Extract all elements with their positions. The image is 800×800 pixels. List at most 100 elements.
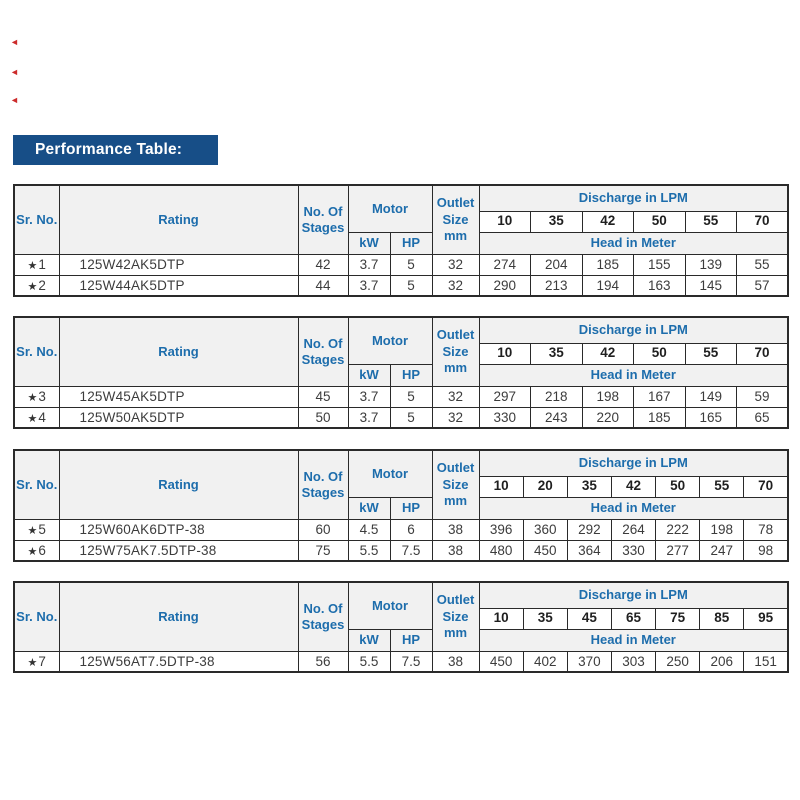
column-header-stages: No. Of Stages (297, 581, 349, 652)
sr-no-value: 7 (38, 653, 46, 669)
head-value-cell: 139 (684, 253, 738, 276)
head-value-cell: 370 (566, 650, 612, 673)
kw-cell: 4.5 (347, 518, 391, 541)
kw-cell: 3.7 (347, 274, 391, 297)
outlet-size-cell: 38 (431, 518, 480, 541)
star-icon: ★ (27, 280, 38, 293)
head-value-cell: 290 (478, 274, 532, 297)
head-value-cell: 65 (736, 406, 789, 429)
discharge-value-header: 35 (522, 607, 568, 630)
head-value-cell: 145 (684, 274, 738, 297)
hp-cell: 7.5 (389, 650, 433, 673)
head-value-cell: 274 (478, 253, 532, 276)
head-value-cell: 292 (566, 518, 612, 541)
performance-table-grid: Sr. No. Rating No. Of Stages Motor Outlet Si… (13, 316, 790, 429)
discharge-value-header: 55 (684, 342, 738, 365)
head-value-cell: 396 (478, 518, 524, 541)
stages-cell: 44 (297, 274, 349, 297)
column-header-rating: Rating (58, 316, 299, 387)
rating-cell: 125W75AK7.5DTP-38 (58, 539, 299, 562)
outlet-size-cell: 32 (431, 385, 480, 408)
discharge-value-header: 42 (610, 475, 657, 498)
head-value-cell: 480 (478, 539, 524, 562)
head-value-cell: 364 (566, 539, 612, 562)
outlet-size-cell: 32 (431, 253, 480, 276)
head-value-cell: 213 (530, 274, 583, 297)
discharge-value-header: 50 (655, 475, 701, 498)
discharge-value-header: 75 (655, 607, 701, 630)
star-icon: ★ (27, 260, 38, 272)
column-header-kw: kW (347, 628, 391, 652)
head-value-cell: 204 (530, 253, 583, 276)
star-icon: ★ (27, 392, 38, 404)
head-value-cell: 297 (478, 385, 532, 408)
head-value-cell: 151 (743, 650, 789, 673)
head-value-cell: 218 (530, 385, 583, 408)
discharge-value-header: 20 (522, 475, 568, 498)
head-value-cell: 198 (581, 385, 635, 408)
star-icon: ★ (27, 525, 38, 537)
head-value-cell: 303 (610, 650, 657, 673)
performance-table-3: Sr. No. Rating No. Of Stages Motor Outlet Si… (13, 449, 789, 562)
column-header-sr-no: Sr. No. (13, 581, 60, 652)
head-value-cell: 155 (633, 253, 686, 276)
column-header-outlet-size: Outlet Size mm (431, 581, 480, 652)
head-value-cell: 206 (699, 650, 745, 673)
head-value-cell: 165 (684, 406, 738, 429)
performance-table-grid: Sr. No. Rating No. Of Stages Motor Outlet Si… (13, 184, 790, 297)
column-header-discharge: Discharge in LPM (478, 581, 789, 609)
column-header-head-in-meter: Head in Meter (478, 231, 789, 255)
head-value-cell: 185 (581, 253, 635, 276)
column-header-rating: Rating (58, 581, 299, 652)
sr-no-cell: ★5 (13, 518, 60, 541)
sr-no-value: 5 (38, 522, 46, 537)
column-header-kw: kW (347, 496, 391, 520)
performance-table-grid: Sr. No. Rating No. Of Stages Motor Outlet Si… (13, 449, 789, 562)
table-row: ★7 125W56AT7.5DTP-38 56 5.5 7.5 38 450 402 370 30… (13, 650, 789, 673)
column-header-discharge: Discharge in LPM (478, 449, 789, 477)
sr-no-value: 1 (38, 257, 46, 272)
head-value-cell: 330 (610, 539, 657, 562)
column-header-head-in-meter: Head in Meter (478, 628, 789, 652)
column-header-motor: Motor (347, 184, 433, 233)
sr-no-cell: ★2 (13, 274, 60, 297)
column-header-rating: Rating (58, 449, 299, 520)
head-value-cell: 57 (736, 274, 789, 297)
column-header-sr-no: Sr. No. (13, 184, 60, 255)
column-header-head-in-meter: Head in Meter (478, 496, 789, 520)
head-value-cell: 243 (530, 406, 583, 429)
star-icon: ★ (27, 545, 38, 558)
sr-no-value: 3 (38, 389, 46, 404)
stages-cell: 42 (297, 253, 349, 276)
head-value-cell: 194 (581, 274, 635, 297)
discharge-value-header: 10 (478, 475, 524, 498)
head-value-cell: 277 (655, 539, 701, 562)
column-header-stages: No. Of Stages (297, 316, 349, 387)
kw-cell: 5.5 (347, 539, 391, 562)
column-header-kw: kW (347, 363, 391, 387)
column-header-kw: kW (347, 231, 391, 255)
kw-cell: 3.7 (347, 385, 391, 408)
head-value-cell: 450 (478, 650, 524, 673)
outlet-size-cell: 38 (431, 650, 480, 673)
discharge-value-header: 50 (633, 210, 686, 233)
column-header-sr-no: Sr. No. (13, 316, 60, 387)
discharge-value-header: 55 (684, 210, 738, 233)
table-row: ★3 125W45AK5DTP 45 3.7 5 32 297 218 198 167 149 59 (13, 385, 789, 408)
head-value-cell: 98 (743, 539, 789, 562)
stages-cell: 60 (297, 518, 349, 541)
column-header-sr-no: Sr. No. (13, 449, 60, 520)
discharge-value-header: 35 (530, 210, 583, 233)
rating-cell: 125W56AT7.5DTP-38 (58, 650, 299, 673)
column-header-hp: HP (389, 363, 433, 387)
hp-cell: 5 (389, 274, 433, 297)
head-value-cell: 264 (610, 518, 657, 541)
head-value-cell: 185 (633, 406, 686, 429)
rating-cell: 125W42AK5DTP (58, 253, 299, 276)
head-value-cell: 163 (633, 274, 686, 297)
hp-cell: 5 (389, 406, 433, 429)
head-value-cell: 59 (736, 385, 789, 408)
hp-cell: 5 (389, 385, 433, 408)
head-value-cell: 402 (522, 650, 568, 673)
stages-cell: 75 (297, 539, 349, 562)
